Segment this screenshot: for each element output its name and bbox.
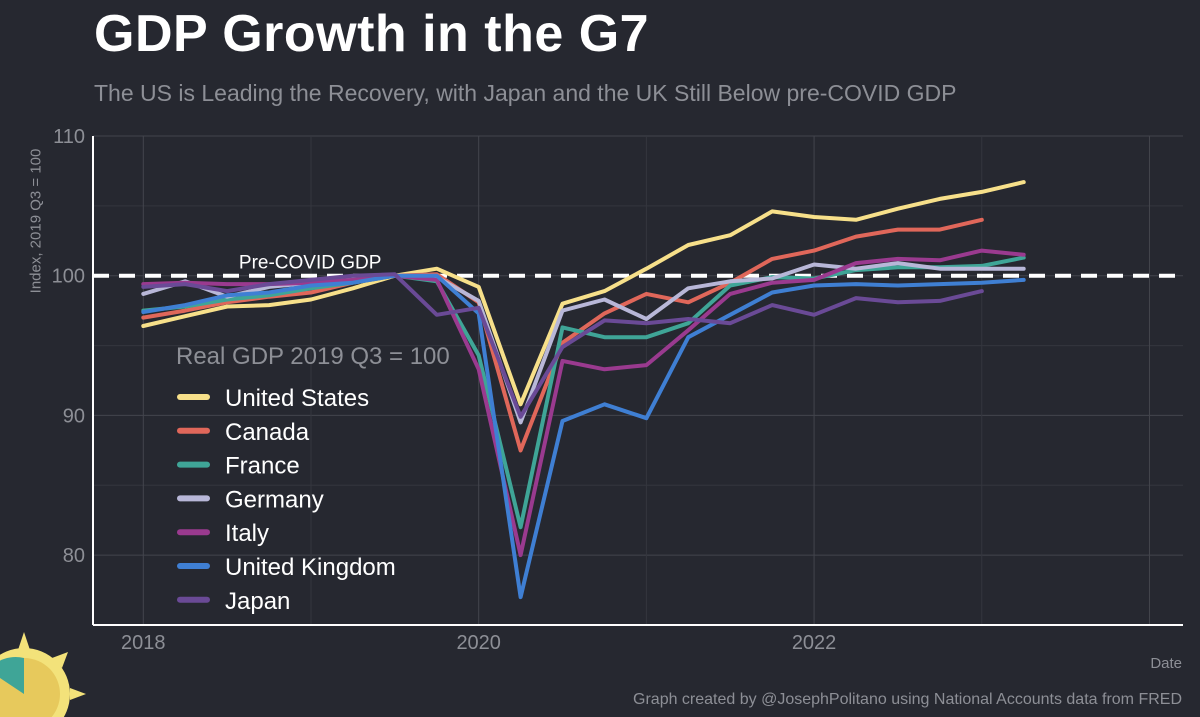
axis-ticks: 80 90 100 110 2018 2020 2022 [52,126,837,654]
reference-line-label: Pre-COVID GDP [239,253,382,274]
legend-label-france: France [225,453,300,480]
y-tick-label: 110 [53,126,85,148]
x-tick-label: 2022 [792,632,837,654]
legend: Real GDP 2019 Q3 = 100 United States Canad… [176,343,450,615]
reference-line-group: Pre-COVID GDP [93,253,1183,278]
legend-label-japan: Japan [225,588,290,615]
legend-label-germany: Germany [225,486,324,513]
legend-label-united-states: United States [225,385,369,412]
y-tick-label: 100 [52,266,85,288]
axes [92,136,1183,626]
series-line-united-states [141,180,1026,407]
series-line-united-kingdom [141,273,1026,600]
legend-label-italy: Italy [225,520,269,547]
legend-title: Real GDP 2019 Q3 = 100 [176,343,450,370]
series-lines [141,180,1026,600]
x-axis-title: Date [1150,655,1182,672]
legend-label-united-kingdom: United Kingdom [225,554,396,581]
source-caption: Graph created by @JosephPolitano using N… [633,691,1182,708]
sun-icon [0,632,86,717]
y-tick-label: 90 [63,405,85,427]
chart-subtitle: The US is Leading the Recovery, with Jap… [94,80,957,106]
y-tick-label: 80 [63,545,85,567]
series-line-canada [141,217,984,453]
x-tick-label: 2018 [121,632,166,654]
series-line-japan [141,272,984,419]
x-tick-label: 2020 [456,632,501,654]
grid-lines [93,135,1183,626]
chart-title: GDP Growth in the G7 [94,5,650,63]
legend-label-canada: Canada [225,419,310,446]
